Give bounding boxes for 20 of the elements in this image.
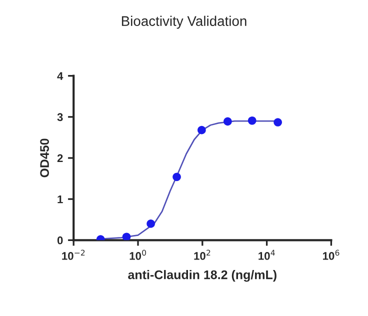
y-tick-label: 2 [57, 154, 63, 162]
y-axis-title: OD450 [40, 138, 49, 178]
point [146, 220, 155, 228]
x-axis-title: anti-Claudin 18.2 (ng/mL) [128, 270, 276, 282]
point [198, 126, 206, 134]
x-tick-label: 10$^{2}$ [194, 250, 210, 260]
point [172, 172, 181, 182]
x-tick-label: 10$^{6}$ [323, 250, 340, 260]
y-tick-label: 3 [57, 113, 63, 122]
y-tick-label: 4 [57, 72, 64, 80]
x-tick-label: 10$^{−2}$ [62, 250, 85, 260]
point [122, 232, 131, 240]
x-tick-label: 10$^{0}$ [130, 250, 146, 260]
point [274, 118, 282, 126]
chart-title: Bioactivity Validation [122, 16, 246, 29]
y-tick-label: 0 [57, 236, 63, 244]
y-tick-label: 1 [58, 195, 63, 204]
x-tick-label: 10$^{4}$ [258, 250, 275, 260]
point [224, 117, 232, 126]
point [248, 116, 256, 125]
